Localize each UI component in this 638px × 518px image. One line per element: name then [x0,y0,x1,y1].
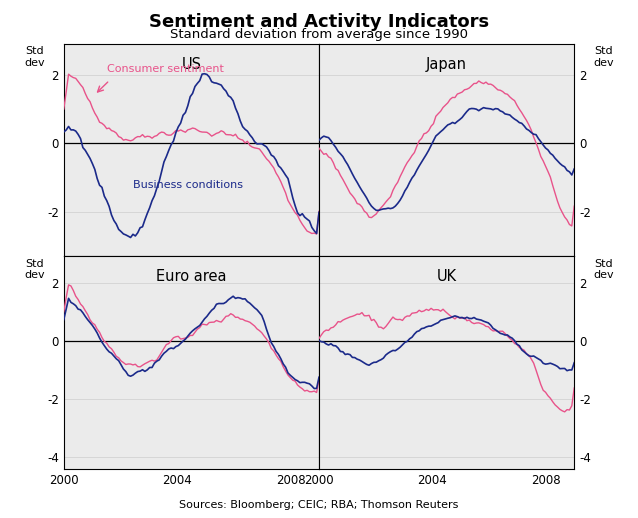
Text: Std
dev: Std dev [24,258,45,280]
Text: Standard deviation from average since 1990: Standard deviation from average since 19… [170,28,468,41]
Text: Euro area: Euro area [156,269,226,284]
Text: Std
dev: Std dev [593,258,614,280]
Text: UK: UK [436,269,457,284]
Text: Sources: Bloomberg; CEIC; RBA; Thomson Reuters: Sources: Bloomberg; CEIC; RBA; Thomson R… [179,500,459,510]
Text: Japan: Japan [426,57,467,72]
Text: Std
dev: Std dev [593,46,614,68]
Text: Business conditions: Business conditions [133,180,242,191]
Text: Consumer sentiment: Consumer sentiment [107,64,224,74]
Text: Std
dev: Std dev [24,46,45,68]
Text: US: US [181,57,202,72]
Text: Sentiment and Activity Indicators: Sentiment and Activity Indicators [149,13,489,31]
